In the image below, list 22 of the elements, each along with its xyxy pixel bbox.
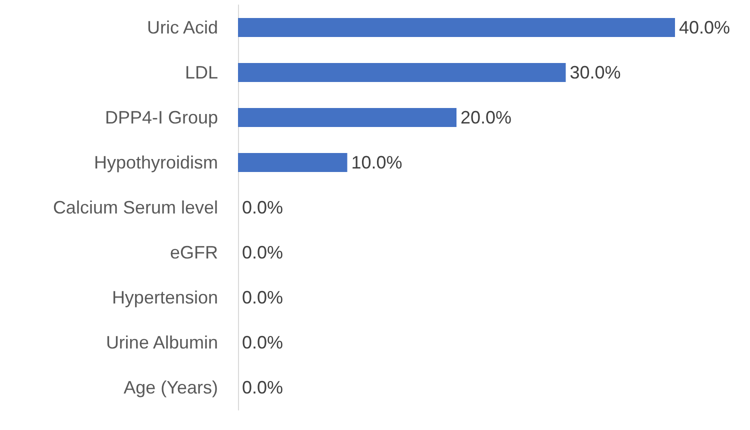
data-label: 0.0% [242, 378, 284, 398]
data-label: 0.0% [242, 242, 284, 262]
data-label: 20.0% [460, 108, 512, 128]
y-tick-label: Calcium Serum level [52, 198, 218, 218]
bar [238, 18, 675, 37]
y-tick-label: Urine Albumin [106, 332, 218, 352]
data-label: 40.0% [679, 18, 730, 38]
y-tick-label: Hypothyroidism [94, 152, 218, 172]
data-label: 0.0% [242, 332, 284, 352]
data-label: 0.0% [242, 288, 284, 308]
data-label: 30.0% [570, 62, 621, 82]
bar [238, 108, 456, 127]
data-label: 0.0% [242, 198, 284, 218]
bar [238, 153, 348, 172]
y-tick-label: Hypertension [112, 288, 218, 308]
y-tick-label: Uric Acid [146, 18, 218, 38]
data-label: 10.0% [351, 152, 402, 172]
y-tick-label: eGFR [170, 242, 218, 262]
y-tick-label: DPP4-I Group [104, 108, 218, 128]
y-tick-label: LDL [184, 62, 218, 82]
y-tick-label: Age (Years) [124, 378, 218, 398]
bar [238, 63, 566, 82]
